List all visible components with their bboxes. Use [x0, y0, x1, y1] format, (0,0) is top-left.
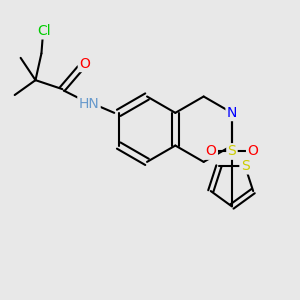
Text: S: S — [228, 145, 236, 158]
Text: O: O — [79, 57, 90, 71]
Text: O: O — [247, 145, 258, 158]
Text: HN: HN — [79, 97, 99, 111]
Text: N: N — [227, 106, 237, 120]
Text: S: S — [241, 159, 249, 173]
Text: Cl: Cl — [38, 24, 51, 38]
Text: O: O — [206, 145, 217, 158]
